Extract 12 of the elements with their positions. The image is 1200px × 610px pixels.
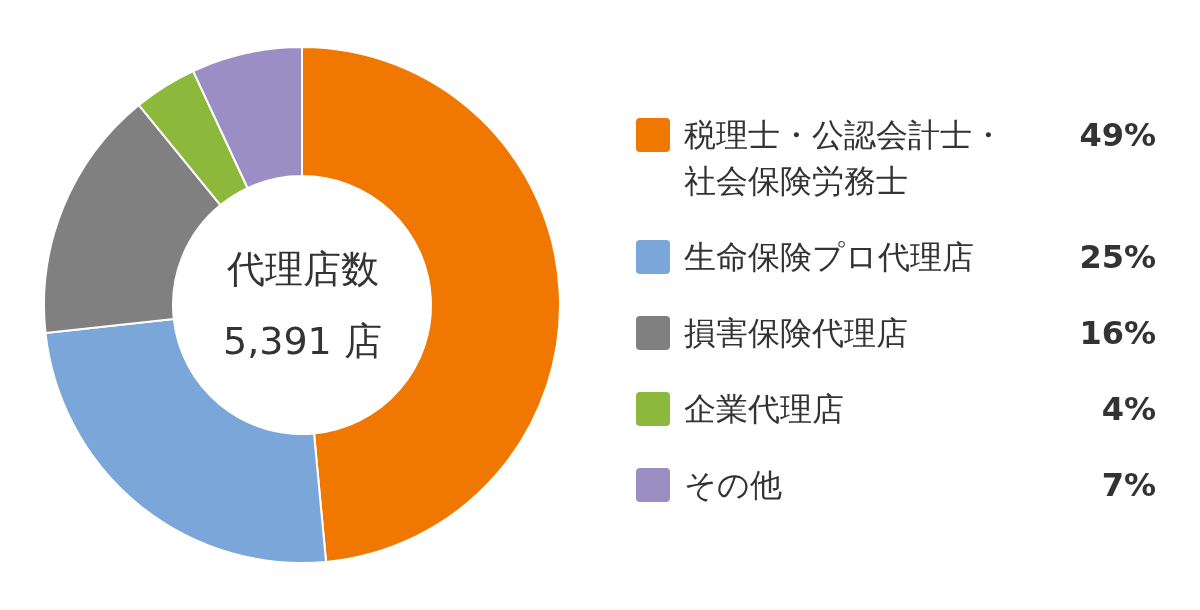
data-label: 16%	[1078, 313, 1156, 354]
legend-label: 企業代理店	[684, 389, 845, 430]
legend-label: その他	[684, 465, 783, 506]
legend-label: 損害保険代理店	[684, 313, 909, 354]
text: 5,391 店	[223, 319, 382, 363]
text: 代理店数	[226, 247, 379, 291]
data-label: 4%	[1100, 389, 1156, 430]
legend-label: 税理士・公認会計士・社会保険労務士	[684, 115, 1005, 202]
data-label: 49%	[1078, 115, 1156, 156]
data-label: 7%	[1100, 465, 1156, 506]
legend-label: 生命保険プロ代理店	[684, 237, 975, 278]
data-label: 25%	[1078, 237, 1156, 278]
